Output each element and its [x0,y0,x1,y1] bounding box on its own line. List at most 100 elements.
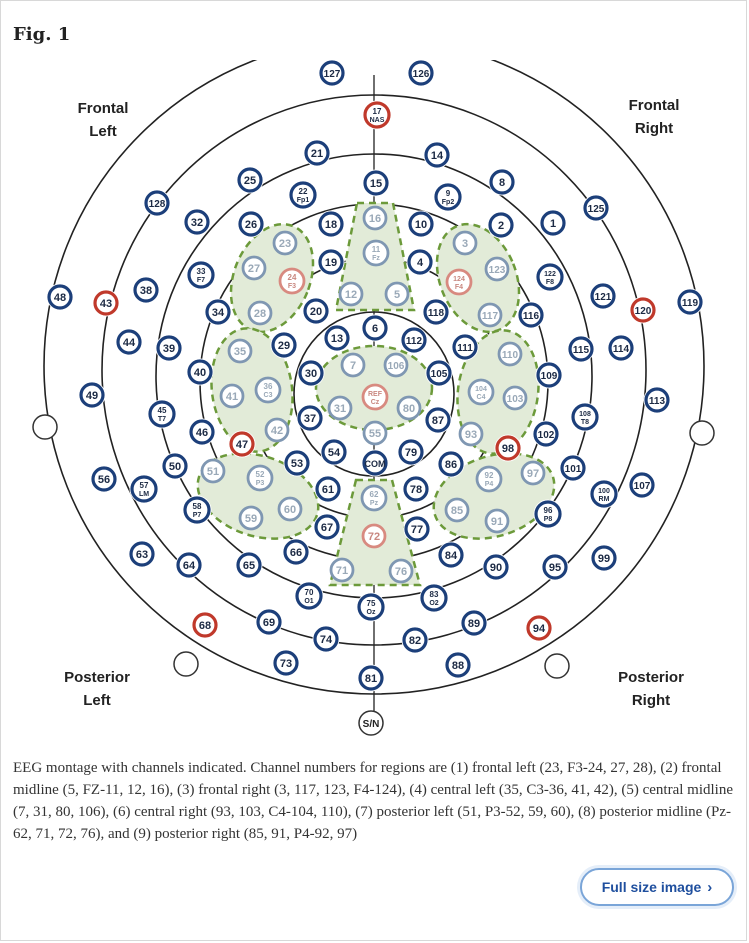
electrode-1: 1 [539,209,567,237]
electrode-circle [424,142,450,168]
electrode-circle [477,302,503,328]
electrode-circle [200,458,226,484]
electrode-82: 82 [401,626,429,654]
electrode-circle [284,450,310,476]
electrode-126: 126 [407,60,435,87]
electrode-39: 39 [155,334,183,362]
electrode-number: 77 [411,524,423,536]
electrode-circle [434,183,462,211]
electrode-25: 25 [236,166,264,194]
electrode-label: O2 [429,600,438,607]
electrode-48: 48 [46,283,74,311]
electrode-112: 112 [400,326,428,354]
electrode-number: 41 [226,391,238,403]
electrode-94: 94 [525,614,553,642]
electrode-60: 60 [277,496,303,522]
electrode-label: Oz [367,609,376,616]
electrode-number: 83 [430,590,439,599]
electrode-101: 101 [559,454,587,482]
electrode-circle [264,417,290,443]
electrode-number: 100 [598,488,610,495]
electrode-label: T8 [581,419,589,426]
electrode-circle [384,281,410,307]
electrode-circle [403,476,429,502]
electrode-number: 25 [244,175,256,187]
electrode-circle [488,212,514,238]
electrode-114: 114 [607,334,635,362]
electrode-105: 105 [425,359,453,387]
electrode-number: 17 [373,107,382,116]
electrode-circle [246,464,274,492]
electrode-2: 2 [487,211,515,239]
electrode-number: 116 [523,311,540,322]
electrode-55: 55 [362,420,388,446]
electrode-circle [295,582,323,610]
electrode-com: COM [361,449,389,477]
electrode-circle [93,290,119,316]
electrode-circle [536,263,564,291]
electrode-number: 9 [446,189,451,198]
electrode-number: 113 [649,396,666,407]
electrode-circle [277,496,303,522]
full-size-image-button[interactable]: Full size image › [580,868,734,906]
left-ear-marker [32,414,58,440]
electrode-number: 94 [533,623,546,635]
electrode-18: 18 [317,210,345,238]
electrode-123: 123 [484,256,510,282]
electrode-number: 16 [369,213,381,225]
electrode-74: 74 [312,625,340,653]
electrode-120: 120 [629,296,657,324]
electrode-44: 44 [115,328,143,356]
electrode-circle [47,284,73,310]
electrode-43: 43 [92,289,120,317]
electrode-number: 76 [395,566,407,578]
electrode-label: P4 [485,481,494,488]
electrode-number: 105 [431,369,448,380]
electrode-5: 5 [384,281,410,307]
electrode-118: 118 [422,298,450,326]
electrode-circle [467,378,495,406]
electrode-number: 74 [320,634,333,646]
electrode-circle [644,387,670,413]
electrode-115: 115 [567,335,595,363]
electrode-28: 28 [247,300,273,326]
electrode-circle [130,475,158,503]
electrode-number: 29 [278,340,290,352]
electrode-number: 66 [290,547,302,559]
electrode-number: 99 [598,553,610,565]
electrode-51: 51 [200,458,226,484]
electrode-number: 70 [305,588,314,597]
electrode-label: F8 [546,279,554,286]
electrode-circle [238,211,264,237]
electrode-98: 98 [494,434,522,462]
electrode-circle [361,383,389,411]
electrode-number: 112 [406,336,423,347]
electrode-circle [283,539,309,565]
electrode-number: 15 [370,178,382,190]
electrode-circle [148,400,176,428]
electrode-85: 85 [444,497,470,523]
electrode-10: 10 [407,210,435,238]
electrode-number: 126 [413,69,430,80]
electrode-number: 32 [191,217,203,229]
electrode-label: F3 [288,283,296,290]
electrode-31: 31 [327,395,353,421]
electrode-circle [324,325,350,351]
electrode-number: 13 [331,333,343,345]
electrode-number: 31 [334,403,346,415]
electrode-number: 27 [248,263,260,275]
electrode-circle [591,545,617,571]
electrode-number: 7 [350,360,356,372]
electrode-number: 84 [445,550,458,562]
electrode-number: 117 [482,311,499,322]
electrode-circle [445,268,473,296]
electrode-number: 14 [431,150,444,162]
electrode-107: 107 [628,471,656,499]
